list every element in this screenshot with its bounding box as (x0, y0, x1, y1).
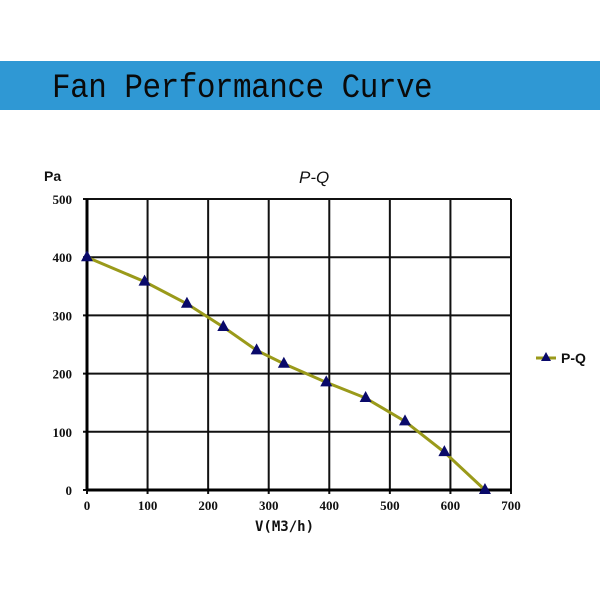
y-tick-label: 200 (53, 367, 73, 382)
y-tick-label: 400 (53, 250, 73, 265)
triangle-marker-icon (399, 414, 411, 426)
page-title: Fan Performance Curve (52, 69, 433, 109)
triangle-marker-icon (180, 296, 193, 308)
x-axis-label: V(M3/h) (255, 519, 314, 535)
triangle-marker-icon (250, 343, 263, 355)
y-tick-label: 500 (53, 192, 73, 207)
y-tick-label: 300 (53, 308, 73, 323)
triangle-marker-icon (478, 483, 491, 494)
triangle-marker-icon (320, 375, 333, 387)
x-tick-label: 100 (138, 498, 158, 513)
title-banner: Fan Performance Curve (0, 61, 600, 110)
x-tick-label: 700 (501, 498, 521, 513)
x-tick-label: 500 (380, 498, 400, 513)
x-tick-label: 400 (320, 498, 340, 513)
y-tick-label: 0 (66, 483, 73, 498)
legend: P-Q (536, 350, 586, 366)
legend-label: P-Q (561, 350, 586, 366)
x-tick-label: 200 (198, 498, 218, 513)
triangle-marker-icon (541, 352, 551, 361)
tick-labels: 0 100 200 300 400 500 600 700 0 100 200 300 400 500 (53, 192, 521, 513)
series-pq (81, 250, 491, 494)
x-tick-label: 300 (259, 498, 279, 513)
axes (85, 199, 511, 492)
x-tick-label: 600 (441, 498, 461, 513)
triangle-marker-icon (81, 250, 93, 262)
y-tick-label: 100 (53, 425, 73, 440)
triangle-marker-icon (138, 274, 151, 286)
x-tick-label: 0 (84, 498, 91, 513)
triangle-marker-icon (438, 445, 451, 457)
triangle-marker-icon (217, 320, 230, 332)
triangle-marker-icon (359, 391, 372, 403)
y-axis-unit: Pa (44, 168, 61, 184)
triangle-marker-icon (277, 356, 290, 368)
grid-lines (83, 198, 512, 494)
chart-title: P-Q (299, 168, 329, 187)
